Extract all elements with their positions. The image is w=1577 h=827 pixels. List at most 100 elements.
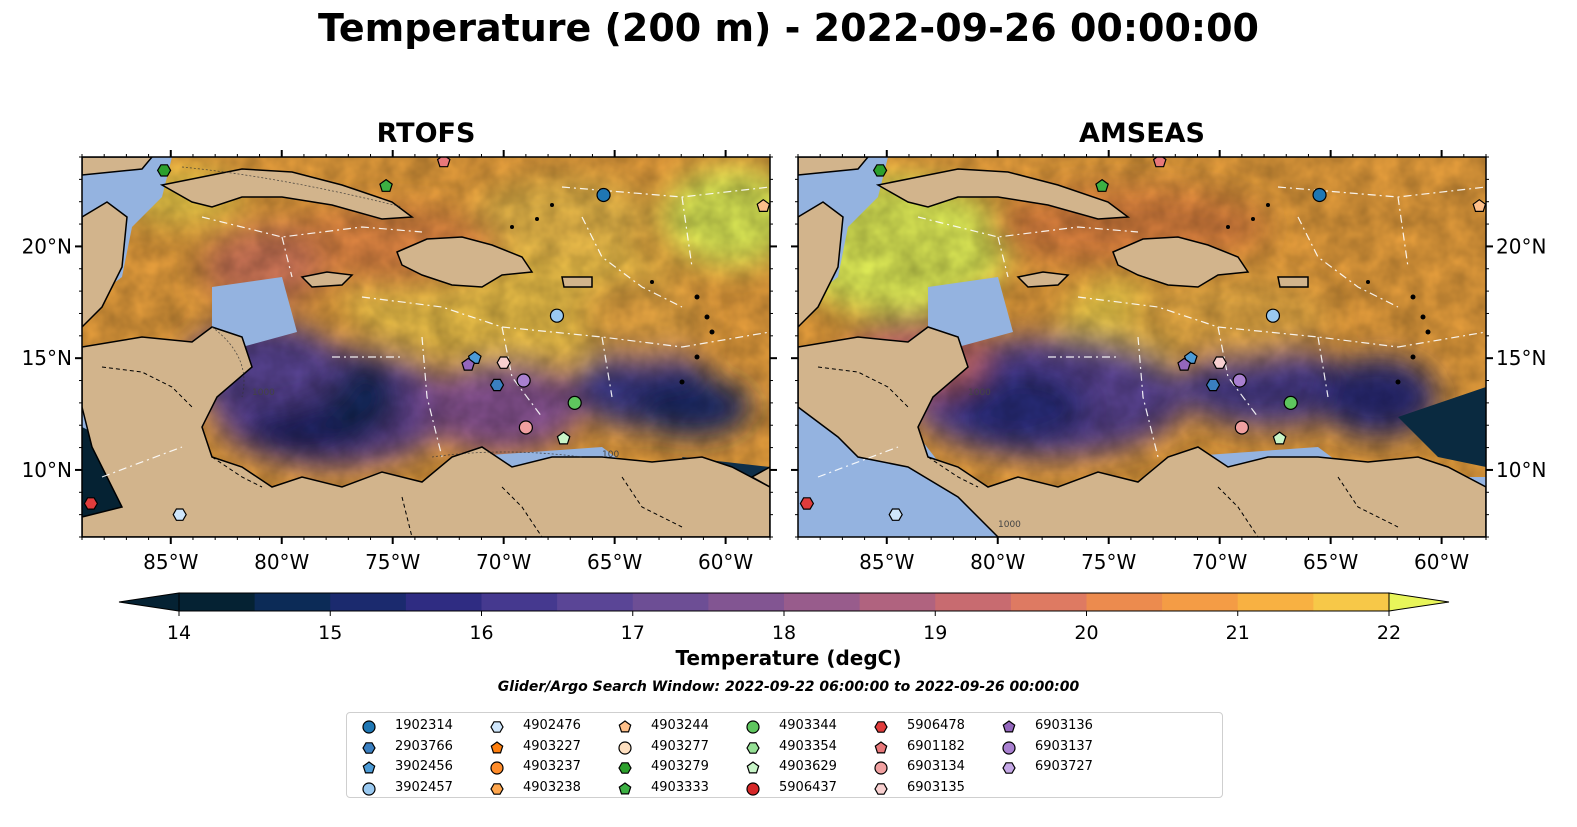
- legend-marker: [490, 761, 504, 775]
- float-marker-6903137: [1232, 373, 1247, 388]
- colorbar-bin: [254, 593, 331, 611]
- legend-marker: [490, 740, 504, 753]
- pentagon-marker-icon: [490, 740, 504, 753]
- legend-label: 4903277: [651, 738, 709, 754]
- float-marker-4903244: [1472, 198, 1486, 213]
- legend-marker: [874, 721, 888, 733]
- legend-label: 4903244: [651, 718, 709, 733]
- hexagon-marker-icon: [746, 741, 760, 754]
- float-marker-6903136: [461, 357, 476, 371]
- colorbar-bin: [1162, 593, 1239, 611]
- legend-label: 3902457: [395, 779, 453, 795]
- colorbar-tick-label: 18: [772, 622, 796, 644]
- legend-label: 3902456: [395, 759, 453, 774]
- colorbar-tick-label: 17: [621, 622, 645, 644]
- legend-marker: [746, 741, 760, 754]
- legend-marker: [874, 782, 888, 795]
- circle-marker-icon: [746, 781, 760, 796]
- circle-marker-icon: [362, 781, 376, 796]
- legend-marker: [362, 781, 376, 796]
- lat-tick-label: 15°N: [1496, 346, 1546, 370]
- float-marker-6903134: [1234, 420, 1249, 435]
- legend-label: 1902314: [395, 718, 453, 733]
- colorbar-bin: [632, 593, 709, 611]
- float-marker-4903629: [556, 431, 571, 445]
- legend-marker: [874, 761, 888, 775]
- float-marker-6901182: [436, 157, 451, 168]
- map-axes: 85°W 80°W 75°W 70°W 65°W 60°W 20°N 15°N 10°N 85°W…: [22, 150, 1546, 574]
- colorbar-tick-label: 14: [167, 622, 191, 644]
- legend-marker: [1002, 720, 1016, 733]
- figure-title: Temperature (200 m) - 2022-09-26 00:00:0…: [317, 6, 1259, 50]
- map-panel-rtofs: 1000 100: [82, 157, 770, 537]
- legend-marker: [362, 720, 376, 734]
- pentagon-marker-icon: [362, 761, 376, 774]
- float-marker-4903333: [379, 178, 393, 192]
- pentagon-marker-icon: [618, 781, 632, 794]
- legend-label: 6903135: [907, 779, 965, 795]
- float-marker-4903244: [756, 198, 770, 213]
- float-marker-2903766: [489, 378, 505, 392]
- search-window-text: Glider/Argo Search Window: 2022-09-22 06…: [497, 679, 1080, 695]
- float-marker-2903766: [1205, 378, 1221, 392]
- legend-marker: [618, 720, 632, 733]
- contour-label: 1000: [998, 520, 1021, 530]
- map-frame: [81, 156, 771, 538]
- hexagon-marker-icon: [490, 721, 504, 733]
- legend-label: 4903354: [779, 738, 837, 754]
- hexagon-marker-icon: [618, 762, 632, 774]
- colorbar-bin: [1010, 593, 1087, 611]
- colorbar-extend-max: [1388, 592, 1450, 612]
- hexagon-marker-icon: [874, 782, 888, 795]
- legend-marker: [746, 761, 760, 774]
- float-marker-6901182: [1152, 157, 1167, 168]
- colorbar-tick-label: 15: [318, 622, 342, 644]
- float-marker-4903279: [872, 164, 888, 177]
- legend-marker: [746, 720, 760, 734]
- pentagon-marker-icon: [618, 720, 632, 733]
- lon-tick-label: 85°W: [143, 550, 198, 574]
- legend-marker: [746, 781, 760, 796]
- lat-tick-label: 20°N: [1496, 234, 1546, 258]
- float-legend: 1902314 2903766 3902456 3902457 4902476 49032…: [346, 712, 1223, 798]
- pentagon-marker-icon: [1002, 720, 1016, 733]
- hexagon-marker-icon: [1002, 762, 1016, 774]
- colorbar-bin: [179, 593, 256, 611]
- map-frame: [797, 156, 1487, 538]
- panel-title-amseas: AMSEAS: [1079, 118, 1205, 149]
- float-marker-5906478: [799, 497, 815, 510]
- legend-marker: [490, 782, 504, 795]
- legend-marker: [618, 781, 632, 794]
- float-markers: [799, 157, 1486, 521]
- float-marker-4903333: [1095, 178, 1109, 192]
- lon-tick-label: 70°W: [476, 550, 531, 574]
- lon-tick-label: 85°W: [859, 550, 914, 574]
- colorbar-bin: [330, 593, 407, 611]
- contour-label: 1000: [252, 388, 275, 398]
- legend-label: 4903237: [523, 759, 581, 774]
- map-panel-amseas: 1000 1000: [798, 157, 1486, 537]
- colorbar-bin: [784, 593, 861, 611]
- pentagon-marker-icon: [874, 740, 888, 753]
- legend-label: 4902476: [523, 718, 581, 733]
- panel-title-rtofs: RTOFS: [376, 118, 476, 149]
- lon-tick-label: 80°W: [254, 550, 309, 574]
- legend-marker: [618, 740, 632, 755]
- circle-marker-icon: [1002, 740, 1016, 755]
- legend-marker: [1002, 762, 1016, 774]
- float-marker-6903135: [1212, 356, 1227, 369]
- colorbar-bin: [557, 593, 634, 611]
- colorbar-tick-label: 22: [1377, 622, 1401, 644]
- colorbar-tick-label: 16: [469, 622, 493, 644]
- lat-tick-label: 10°N: [22, 458, 72, 482]
- colorbar-bin: [935, 593, 1012, 611]
- lon-tick-label: 65°W: [587, 550, 642, 574]
- colorbar-bin: [481, 593, 558, 611]
- colorbar-tick-label: 19: [923, 622, 947, 644]
- legend-marker: [1002, 740, 1016, 755]
- legend-marker: [490, 721, 504, 733]
- contour-label: 100: [602, 450, 619, 460]
- lat-tick-label: 15°N: [22, 346, 72, 370]
- lat-tick-label: 10°N: [1496, 458, 1546, 482]
- circle-marker-icon: [874, 761, 888, 775]
